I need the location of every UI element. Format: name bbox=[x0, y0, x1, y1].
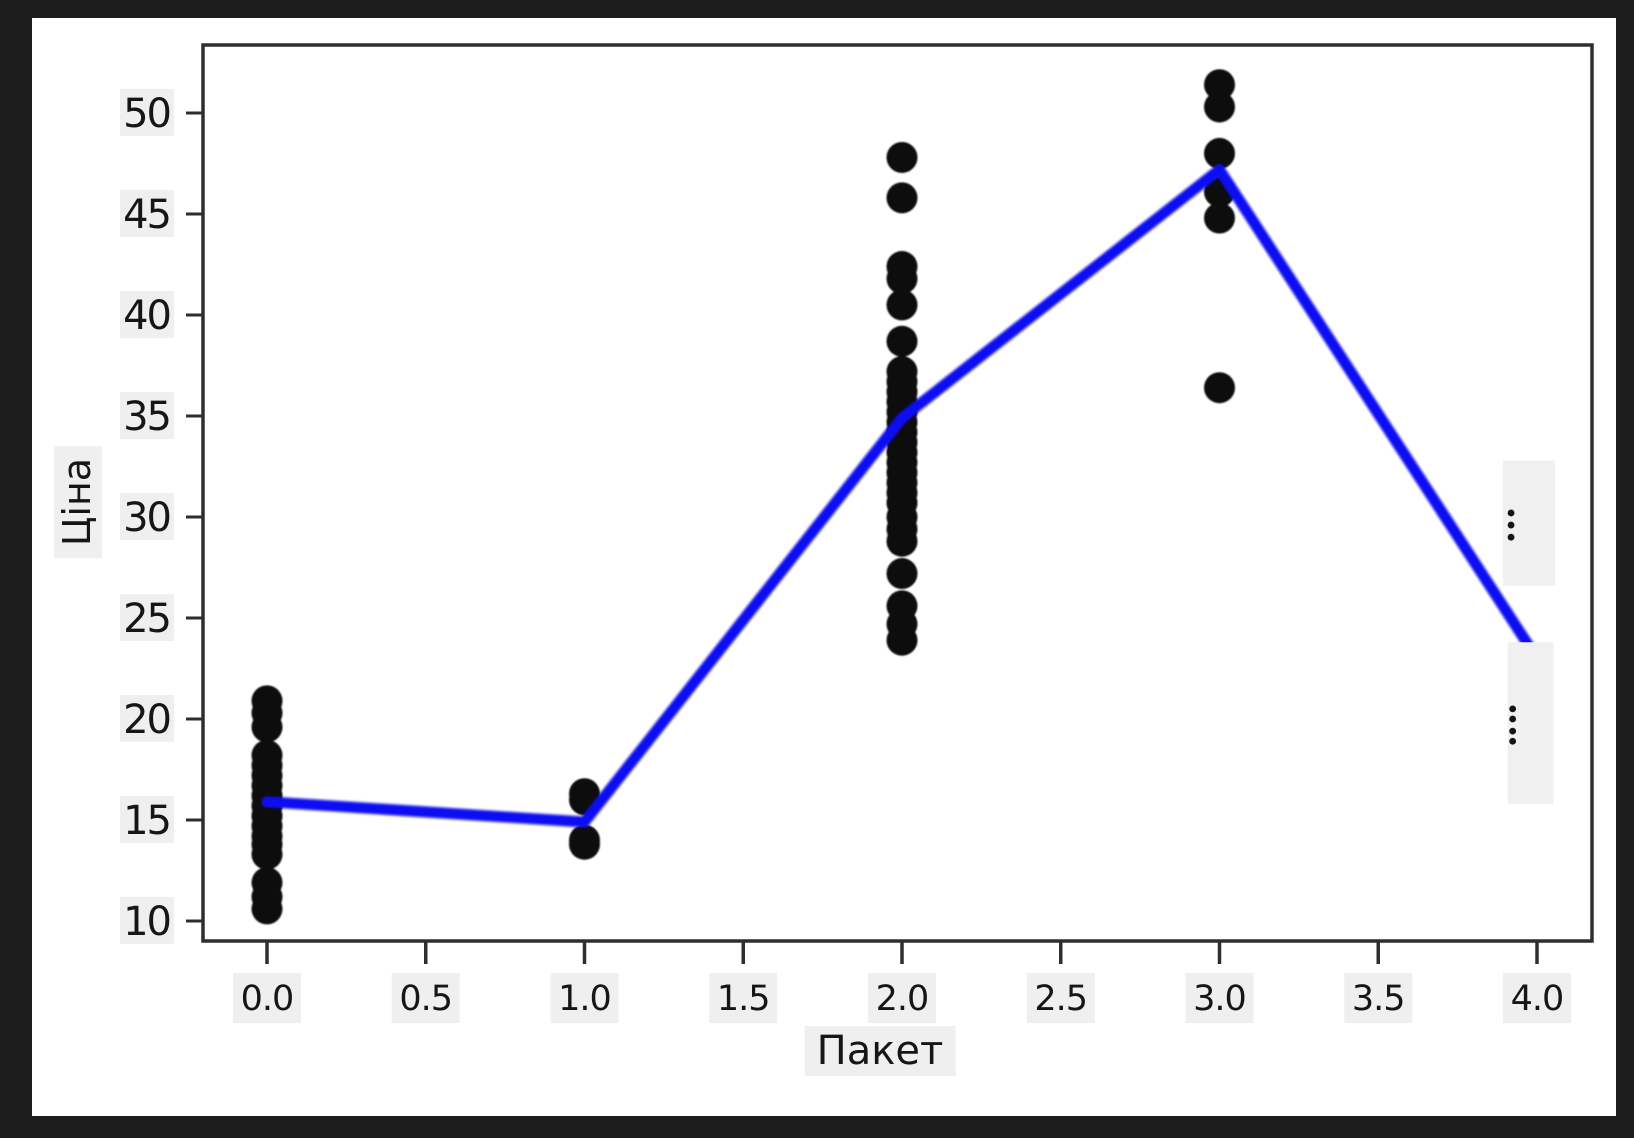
x-tick-label: 3.0 bbox=[1193, 979, 1246, 1019]
x-tick-label-bg bbox=[1026, 973, 1095, 1023]
scatter-point bbox=[886, 141, 918, 173]
scatter-series bbox=[251, 69, 1235, 925]
y-tick-label: 45 bbox=[123, 192, 170, 238]
y-tick-label: 35 bbox=[123, 394, 170, 440]
ellipsis-dot bbox=[1507, 509, 1515, 517]
occlusion-overlay bbox=[1507, 642, 1554, 804]
y-tick-label-bg bbox=[120, 897, 174, 944]
scatter-point bbox=[886, 525, 918, 557]
y-tick-label: 10 bbox=[123, 899, 170, 945]
x-tick-label: 4.0 bbox=[1511, 979, 1564, 1019]
ellipsis-dot bbox=[1509, 715, 1517, 723]
y-tick-label: 40 bbox=[123, 293, 170, 339]
y-tick-label: 25 bbox=[123, 596, 170, 642]
x-tick-label-bg bbox=[868, 973, 936, 1023]
y-tick-label-bg bbox=[120, 695, 174, 742]
scatter-point bbox=[886, 558, 918, 590]
y-tick-label-bg bbox=[120, 493, 174, 540]
ellipsis-dot bbox=[1509, 705, 1517, 713]
x-tick-label: 0.0 bbox=[241, 979, 294, 1019]
x-tick-label-bg bbox=[391, 973, 460, 1023]
y-tick-label-bg bbox=[120, 796, 174, 843]
occlusion-box bbox=[1507, 642, 1554, 804]
chart-canvas: 10 15 20 25 30 35 40 45 50 0.0 0.5 1.0 1.5 2.0 2.5 3.0 3… bbox=[120, 43, 1594, 1023]
scatter-point bbox=[251, 838, 283, 870]
occlusion-overlay bbox=[1503, 460, 1556, 586]
x-axis-title: Пакет bbox=[804, 1026, 956, 1076]
y-axis: 10 15 20 25 30 35 40 45 50 bbox=[120, 89, 203, 945]
x-axis: 0.0 0.5 1.0 1.5 2.0 2.5 3.0 3.5 4.0 bbox=[233, 941, 1571, 1023]
x-tick-label: 1.5 bbox=[717, 979, 770, 1019]
x-tick-label-bg bbox=[233, 973, 301, 1023]
y-tick-label: 15 bbox=[123, 798, 170, 844]
scatter-point bbox=[886, 182, 918, 214]
scatter-point bbox=[1204, 372, 1235, 404]
x-tick-label: 2.0 bbox=[876, 979, 929, 1019]
scatter-point bbox=[886, 325, 918, 357]
x-tick-label-bg bbox=[709, 973, 778, 1023]
scatter-point bbox=[886, 624, 918, 656]
scatter-point bbox=[1204, 137, 1235, 169]
x-tick-label: 2.5 bbox=[1034, 979, 1087, 1019]
ellipsis-dot bbox=[1507, 533, 1515, 541]
x-tick-label-bg bbox=[550, 973, 619, 1023]
y-tick-label: 50 bbox=[123, 91, 170, 137]
scatter-point bbox=[1204, 202, 1235, 234]
scatter-point bbox=[886, 289, 918, 321]
ellipsis-dot bbox=[1509, 737, 1517, 745]
scatter-point bbox=[251, 893, 283, 925]
x-tick-label: 3.5 bbox=[1352, 979, 1405, 1019]
ellipsis-dot bbox=[1507, 521, 1515, 529]
y-tick-label-bg bbox=[120, 594, 174, 641]
x-tick-label-bg bbox=[1185, 973, 1254, 1023]
scatter-point bbox=[886, 263, 918, 295]
axes-spines bbox=[201, 43, 1594, 943]
y-axis-title: Ціна bbox=[54, 445, 102, 559]
x-tick-label-bg bbox=[1344, 973, 1413, 1023]
y-tick-label: 20 bbox=[123, 697, 170, 743]
scatter-point bbox=[251, 711, 283, 743]
x-tick-label: 1.0 bbox=[558, 979, 611, 1019]
x-tick-label: 0.5 bbox=[399, 979, 452, 1019]
x-tick-label-bg bbox=[1503, 973, 1571, 1023]
y-tick-label-bg bbox=[120, 89, 174, 136]
y-tick-label-bg bbox=[120, 190, 174, 237]
scatter-point bbox=[1204, 91, 1235, 123]
scatter-point bbox=[569, 828, 600, 860]
trend-line bbox=[261, 164, 1543, 828]
ellipsis-dot bbox=[1509, 727, 1517, 735]
y-tick-label-bg bbox=[120, 392, 174, 439]
y-tick-label-bg bbox=[120, 291, 174, 338]
y-tick-label: 30 bbox=[123, 495, 170, 541]
scatter-point bbox=[1204, 69, 1235, 101]
chart-panel: 10 15 20 25 30 35 40 45 50 0.0 0.5 1.0 1.5 2.0 2.5 3.0 3… bbox=[32, 18, 1616, 1116]
